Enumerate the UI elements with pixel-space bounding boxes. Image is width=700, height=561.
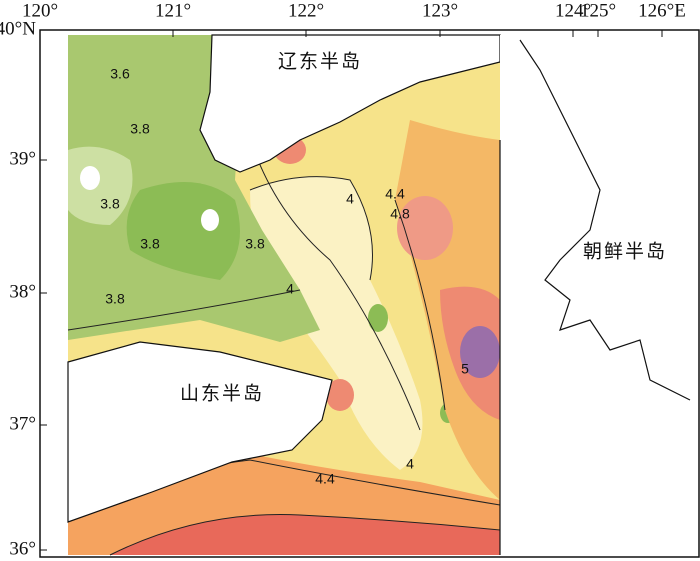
field-spot	[80, 166, 100, 190]
lon-label: 123°	[422, 0, 458, 21]
korea-land	[500, 35, 700, 557]
contour-label: 3.8	[130, 121, 150, 137]
lon-label: 126°E	[638, 0, 686, 21]
lon-label: 121°	[155, 0, 191, 21]
lon-label: 122°	[288, 0, 324, 21]
field-spot	[368, 304, 388, 332]
lat-label: 36°	[9, 538, 36, 559]
field-purple	[460, 326, 500, 378]
contour-line	[67, 99, 501, 556]
lon-label: 120°	[22, 0, 58, 21]
lat-label: 40°N	[0, 18, 36, 39]
field-green-dark	[126, 182, 240, 280]
lon-label: 124°	[555, 0, 591, 21]
lat-label: 37°	[9, 413, 36, 434]
place-label: 山东半岛	[180, 383, 264, 405]
field-spot	[326, 379, 354, 411]
contour-label: 4	[346, 191, 354, 207]
place-label: 朝鲜半岛	[583, 241, 667, 263]
contour-label: 3.8	[140, 236, 160, 252]
labels: 120° 121° 122° 123° 124°125° 126°E 40°N 39° 38° 3…	[0, 0, 686, 559]
contour-label: 4	[286, 281, 294, 297]
field-south-red	[110, 514, 500, 555]
contour-label: 3.6	[110, 66, 130, 82]
contour-label: 5	[461, 361, 469, 377]
field-spot	[397, 196, 453, 260]
shandong-land	[67, 341, 333, 523]
coastline	[499, 39, 691, 555]
lat-label: 38°	[9, 281, 36, 302]
field-pale	[250, 176, 423, 470]
contour-label: 3.8	[105, 291, 125, 307]
contour-label: 4.8	[390, 206, 410, 222]
land	[67, 34, 700, 557]
contour-label: 4	[406, 456, 414, 472]
contour-label: 4.4	[315, 471, 335, 487]
field-green-light	[68, 146, 133, 225]
place-label: 辽东半岛	[278, 51, 362, 73]
lon-label: 125°	[580, 0, 616, 21]
liaodong-land	[199, 34, 501, 173]
contour-label: 4.4	[385, 186, 405, 202]
field-spot	[201, 209, 219, 231]
lat-label: 39°	[9, 148, 36, 169]
contour-label: 3.8	[245, 236, 265, 252]
contour-label: 3.8	[100, 196, 120, 212]
